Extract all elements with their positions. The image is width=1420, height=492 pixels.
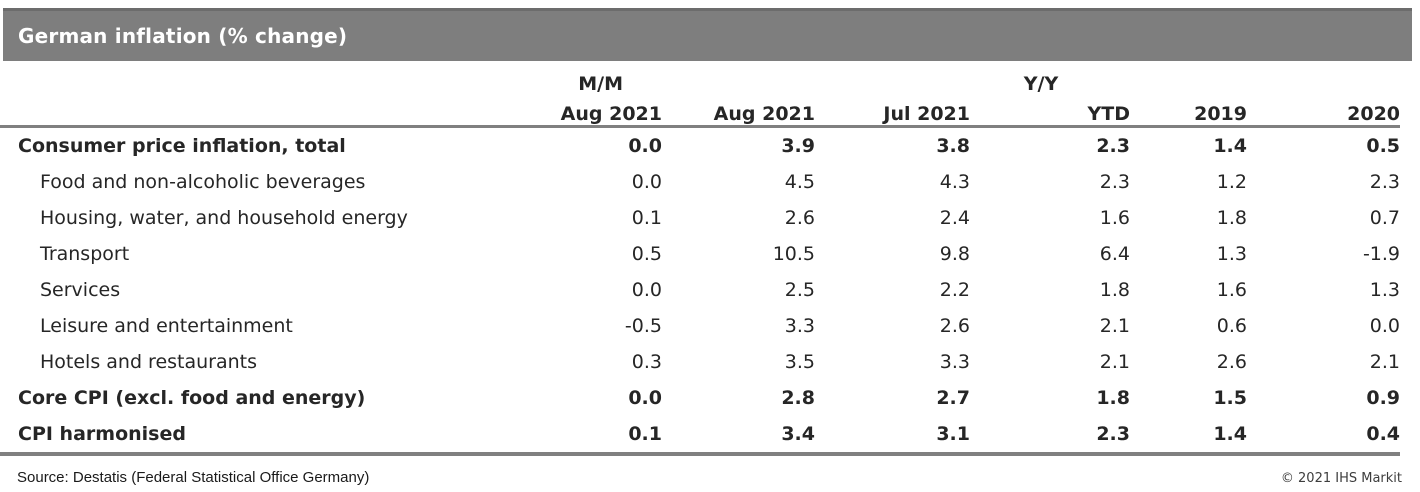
col-header-2019: 2019 xyxy=(1130,95,1247,128)
cell-value: 2.8 xyxy=(781,387,815,409)
col-group-yy: Y/Y xyxy=(1023,73,1059,95)
cell-value: 2.3 xyxy=(970,416,1130,456)
cell-value: -1.9 xyxy=(1362,243,1401,265)
table-body: Consumer price inflation, total 0.0 3.9 3.8… xyxy=(0,127,1401,456)
cell-value: 1.3 xyxy=(1216,243,1247,265)
cell-value: -0.5 xyxy=(624,315,662,337)
cell-value: 0.5 xyxy=(1366,135,1401,157)
cell-value: 3.5 xyxy=(784,351,815,373)
cell-value: 2.5 xyxy=(784,279,815,301)
cell-value: 0.1 xyxy=(460,416,662,456)
copyright-note: © 2021 IHS Markit xyxy=(1280,471,1402,486)
cell-value: 0.1 xyxy=(631,207,662,229)
cell-value: 1.8 xyxy=(1216,207,1247,229)
cell-value: 0.9 xyxy=(1366,387,1401,409)
row-label: Food and non-alcoholic beverages xyxy=(40,171,366,193)
row-label: Consumer price inflation, total xyxy=(18,135,346,157)
cell-value: 3.9 xyxy=(781,135,815,157)
table-title-bar: German inflation (% change) xyxy=(3,8,1412,61)
cell-value: 0.0 xyxy=(631,171,662,193)
col-header-ytd: YTD xyxy=(970,95,1130,128)
cell-value: 2.3 xyxy=(1099,171,1130,193)
table-row: CPI harmonised 0.1 3.4 3.1 2.3 1.4 0.4 xyxy=(0,416,1401,456)
cell-value: 6.4 xyxy=(1099,243,1130,265)
cell-value: 2.1 xyxy=(1099,351,1130,373)
cell-value: 1.3 xyxy=(1369,279,1401,301)
table-row: Hotels and restaurants 0.3 3.5 3.3 2.1 2.6 2.1 xyxy=(0,344,1400,380)
col-header-mm-aug-2021: Aug 2021 xyxy=(460,95,662,128)
row-label: Services xyxy=(40,279,121,301)
table-row: Core CPI (excl. food and energy) 0.0 2.8 2.… xyxy=(0,380,1400,416)
inflation-table: M/M Y/Y Aug 2021 Aug 2021 Jul 2021 YTD 2… xyxy=(0,65,1401,456)
source-note: Source: Destatis (Federal Statistical Of… xyxy=(17,469,370,486)
cell-value: 1.8 xyxy=(1099,279,1130,301)
table-row: Housing, water, and household energy 0.1 2… xyxy=(0,200,1400,236)
row-label: Leisure and entertainment xyxy=(40,315,293,337)
cell-value: 2.1 xyxy=(1099,315,1130,337)
cell-value: 3.1 xyxy=(815,416,970,456)
column-header-row: Aug 2021 Aug 2021 Jul 2021 YTD 2019 2020 xyxy=(0,95,1401,128)
table-row: Services 0.0 2.5 2.2 1.8 1.6 1.3 xyxy=(0,272,1400,308)
cell-value: 2.6 xyxy=(784,207,815,229)
table-row: Consumer price inflation, total 0.0 3.9 3.8… xyxy=(0,127,1400,165)
cell-value: 4.5 xyxy=(784,171,815,193)
cell-value: 2.1 xyxy=(1369,351,1401,373)
cell-value: 4.3 xyxy=(939,171,970,193)
row-label: Core CPI (excl. food and energy) xyxy=(18,387,366,409)
cell-value: 2.3 xyxy=(1096,135,1130,157)
cell-value: 2.2 xyxy=(939,279,970,301)
cell-value: 0.0 xyxy=(628,135,662,157)
cell-value: 9.8 xyxy=(939,243,970,265)
cell-value: 0.0 xyxy=(1369,315,1401,337)
cell-value: 0.0 xyxy=(628,387,662,409)
cell-value: 0.6 xyxy=(1216,315,1247,337)
cell-value: 2.7 xyxy=(936,387,970,409)
cell-value: 0.5 xyxy=(631,243,662,265)
cell-value: 1.6 xyxy=(1216,279,1247,301)
cell-value: 1.8 xyxy=(1096,387,1130,409)
cell-value: 10.5 xyxy=(772,243,815,265)
cell-value: 1.2 xyxy=(1216,171,1247,193)
col-header-yy-aug-2021: Aug 2021 xyxy=(662,95,815,128)
figure-footer: Source: Destatis (Federal Statistical Of… xyxy=(0,464,1402,486)
cell-value: 3.3 xyxy=(784,315,815,337)
cell-value: 3.3 xyxy=(939,351,970,373)
col-header-2020: 2020 xyxy=(1247,95,1401,128)
cell-value: 3.8 xyxy=(936,135,970,157)
col-group-mm: M/M xyxy=(578,73,623,95)
cell-value: 1.6 xyxy=(1099,207,1130,229)
table-row: Transport 0.5 10.5 9.8 6.4 1.3 -1.9 xyxy=(0,236,1400,272)
row-label: Housing, water, and household energy xyxy=(40,207,408,229)
cell-value: 3.4 xyxy=(662,416,815,456)
col-header-yy-jul-2021: Jul 2021 xyxy=(815,95,970,128)
cell-value: 2.3 xyxy=(1369,171,1401,193)
group-header-row: M/M Y/Y xyxy=(0,65,1400,95)
cell-value: 0.7 xyxy=(1369,207,1401,229)
cell-value: 0.4 xyxy=(1247,416,1401,456)
row-label: Hotels and restaurants xyxy=(40,351,258,373)
cell-value: 2.4 xyxy=(939,207,970,229)
cell-value: 1.4 xyxy=(1130,416,1247,456)
table-row: Leisure and entertainment -0.5 3.3 2.6 2.1 0.… xyxy=(0,308,1400,344)
table-header: M/M Y/Y Aug 2021 Aug 2021 Jul 2021 YTD 2… xyxy=(0,65,1401,128)
cell-value: 1.5 xyxy=(1213,387,1247,409)
table-row: Food and non-alcoholic beverages 0.0 4.5 4.… xyxy=(0,164,1400,200)
cell-value: 1.4 xyxy=(1213,135,1247,157)
table-title: German inflation (% change) xyxy=(18,24,348,48)
corner-cell xyxy=(0,65,460,95)
cell-value: 2.6 xyxy=(1216,351,1247,373)
corner-cell-2 xyxy=(0,95,460,128)
row-label: Transport xyxy=(40,243,130,265)
cell-value: 2.6 xyxy=(939,315,970,337)
cell-value: 0.0 xyxy=(631,279,662,301)
row-label: CPI harmonised xyxy=(0,416,460,456)
cell-value: 0.3 xyxy=(631,351,662,373)
